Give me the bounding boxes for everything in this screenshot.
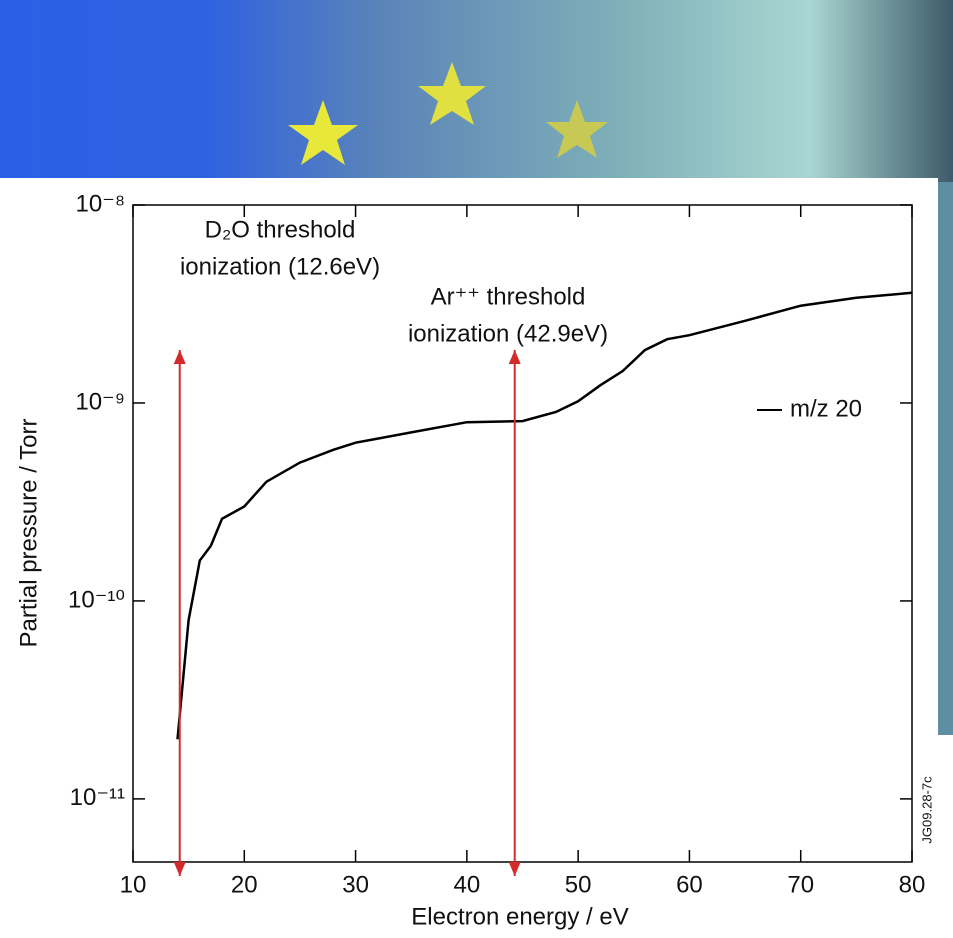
x-tick-label: 50: [565, 871, 592, 898]
banner-strip: [938, 182, 953, 735]
y-tick-label: 10⁻¹⁰: [68, 586, 125, 613]
x-tick-label: 10: [120, 871, 147, 898]
plot-frame: [132, 204, 913, 863]
annotation: Ar⁺⁺ threshold: [431, 283, 586, 310]
arrow-head: [508, 350, 521, 364]
annotation: D₂O threshold: [205, 216, 356, 243]
arrow-head: [173, 862, 186, 876]
series-line: [176, 291, 913, 740]
x-tick-label: 70: [787, 871, 814, 898]
star: [418, 62, 486, 125]
x-tick-label: 40: [454, 871, 481, 898]
y-axis-label: Partial pressure / Torr: [15, 419, 42, 648]
arrow-head: [173, 350, 186, 364]
x-axis-label: Electron energy / eV: [411, 903, 628, 930]
star: [288, 100, 358, 165]
x-tick-label: 80: [899, 871, 926, 898]
x-tick-label: 30: [342, 871, 369, 898]
chart-panel: [0, 178, 938, 938]
star: [546, 100, 608, 158]
annotation: ionization (12.6eV): [180, 253, 380, 280]
y-tick-label: 10⁻⁹: [75, 388, 125, 415]
legend-label: m/z 20: [790, 395, 862, 422]
arrow-head: [508, 862, 521, 876]
x-tick-label: 20: [231, 871, 258, 898]
y-tick-label: 10⁻¹¹: [70, 784, 125, 811]
y-tick-label: 10⁻⁸: [76, 190, 126, 217]
annotation: ionization (42.9eV): [408, 320, 608, 347]
watermark: JG09.28-7c: [919, 776, 934, 844]
x-tick-label: 60: [676, 871, 703, 898]
